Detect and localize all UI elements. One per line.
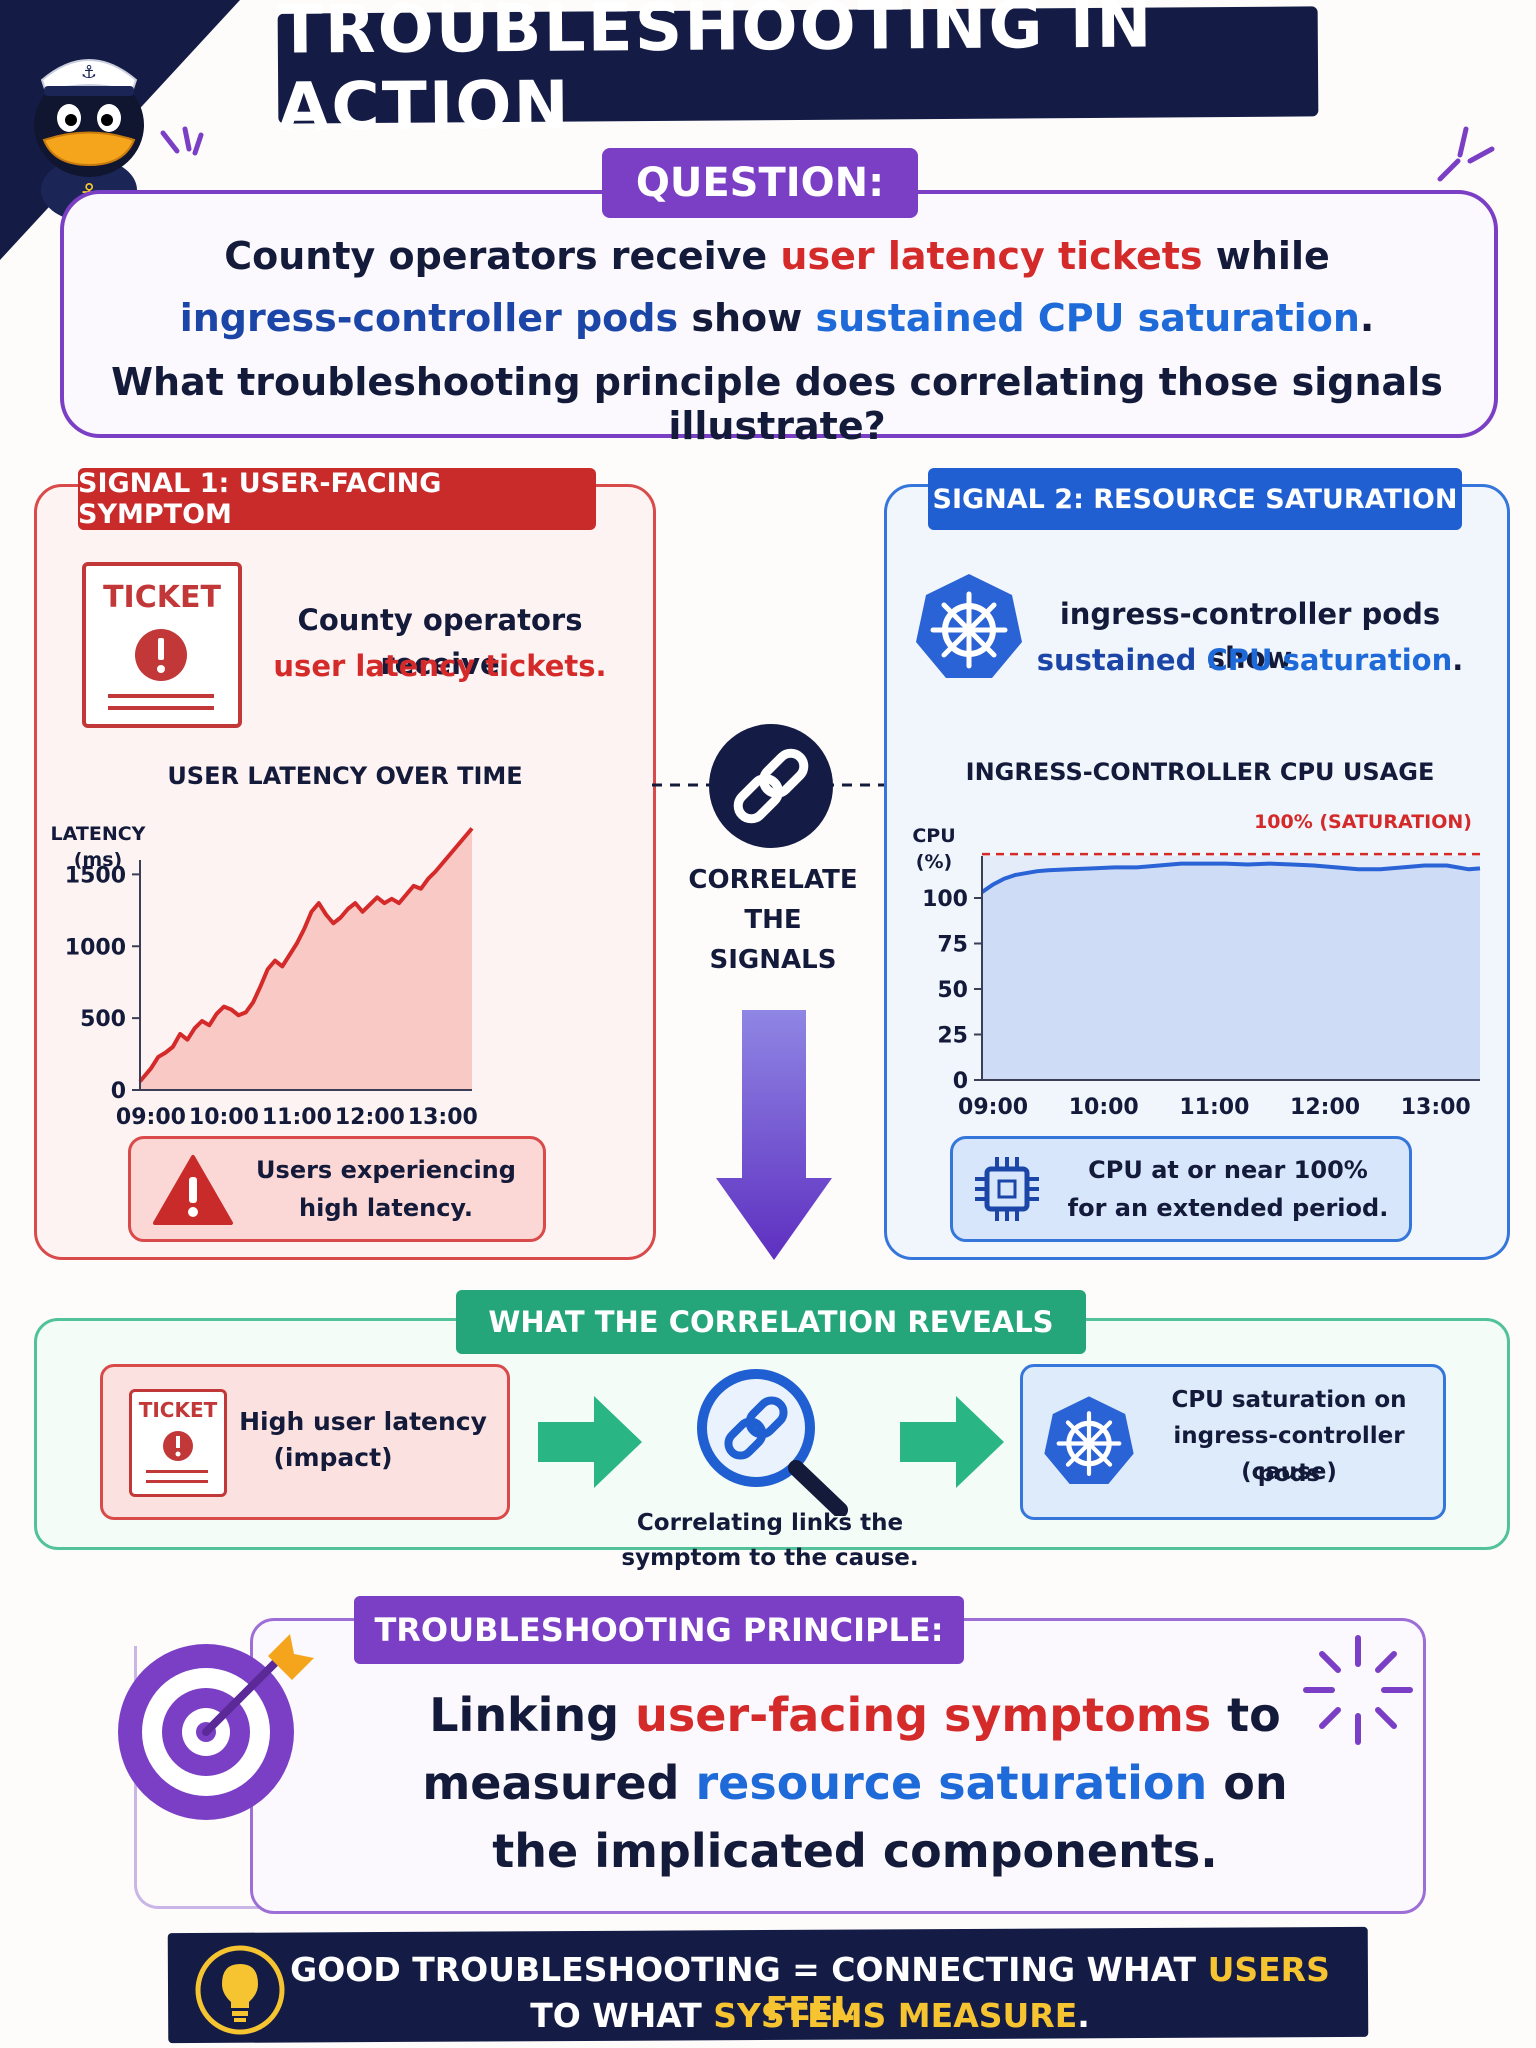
question-line-1: County operators receive user latency ti… <box>224 234 1330 278</box>
exclamation-icon <box>163 1431 193 1461</box>
cpu-chip-icon <box>975 1157 1039 1221</box>
reveals-label: WHAT THE CORRELATION REVEALS <box>456 1290 1086 1354</box>
y-tick-label: 75 <box>937 933 968 958</box>
principle-panel <box>250 1618 1426 1914</box>
cause-box: CPU saturation on ingress-controller pod… <box>1020 1364 1446 1520</box>
chain-link-icon <box>709 724 833 848</box>
x-tick-label: 09:00 <box>116 1105 186 1130</box>
signal1-label: SIGNAL 1: USER-FACING SYMPTOM <box>78 468 596 530</box>
x-tick-label: 10:00 <box>189 1105 259 1130</box>
footer-line-1: GOOD TROUBLESHOOTING = CONNECTING WHAT U… <box>290 1950 1330 2028</box>
y-tick-label: 0 <box>953 1069 968 1094</box>
symptom-line-1: Users experiencing <box>256 1156 516 1184</box>
magnifier-link-icon <box>697 1369 848 1516</box>
cpu-chart: CPU (%) 100% (SATURATION) 0 25 50 75 100 09:0… <box>912 811 1481 1120</box>
exclamation-icon <box>135 629 187 681</box>
question-box <box>60 190 1498 438</box>
x-tick-label: 12:00 <box>335 1105 405 1130</box>
principle-line-1: Linking user-facing symptoms to <box>429 1688 1281 1742</box>
latency-ylabel-1: LATENCY <box>51 823 146 845</box>
cause-line-3: (cause) <box>1241 1459 1337 1485</box>
spark-icon <box>1437 126 1495 182</box>
latency-ylabel-2: (ms) <box>74 849 122 871</box>
kubernetes-helm-icon <box>1044 1396 1134 1484</box>
x-tick-label: 10:00 <box>1069 1095 1139 1120</box>
cpu-box-line-1: CPU at or near 100% <box>1088 1156 1368 1184</box>
ticket-icon: TICKET <box>82 562 242 728</box>
correlate-label: CORRELATE THE SIGNALS <box>688 865 858 975</box>
impact-line-2: (impact) <box>273 1443 393 1472</box>
burst-icon <box>1303 1635 1413 1745</box>
y-tick-label: 25 <box>937 1024 968 1049</box>
cpu-chart-title: INGRESS-CONTROLLER CPU USAGE <box>965 758 1435 786</box>
principle-line-3: the implicated components. <box>492 1824 1218 1878</box>
target-arrow-icon <box>118 1634 314 1820</box>
latency-chart: LATENCY (ms) 0 500 1000 1500 09:00 10:00 11:00… <box>51 823 478 1130</box>
y-tick-label: 0 <box>111 1079 126 1104</box>
cause-line-2: ingress-controller pods <box>1173 1423 1405 1487</box>
warning-icon <box>153 1155 233 1225</box>
svg-text:⚓: ⚓ <box>81 62 97 83</box>
down-arrow <box>716 1010 832 1260</box>
ticket-icon: TICKET <box>129 1389 227 1497</box>
x-tick-label: 11:00 <box>262 1105 332 1130</box>
x-tick-label: 09:00 <box>958 1095 1028 1120</box>
footer-line-2: TO WHAT SYSTEMS MEASURE. <box>530 1996 1090 2035</box>
lightbulb-icon <box>195 1945 285 2035</box>
saturation-label: 100% (SATURATION) <box>1254 811 1472 833</box>
y-tick-label: 100 <box>922 887 968 912</box>
principle-line-2: measured resource saturation on <box>422 1756 1288 1810</box>
page-title: TROUBLESHOOTING IN ACTION <box>277 0 1319 146</box>
cause-line-1: CPU saturation on <box>1171 1387 1407 1413</box>
spark-icon <box>160 126 204 156</box>
right-arrow <box>538 1396 642 1488</box>
principle-label: TROUBLESHOOTING PRINCIPLE: <box>354 1596 964 1664</box>
symptom-line-2: high latency. <box>299 1194 473 1222</box>
signal1-text-b: user latency tickets. <box>273 649 607 683</box>
cpu-box-line-2: for an extended period. <box>1067 1194 1389 1222</box>
right-arrow <box>900 1396 1004 1488</box>
x-tick-label: 13:00 <box>1401 1095 1471 1120</box>
impact-line-1: High user latency <box>239 1407 487 1436</box>
series-area <box>140 828 472 1090</box>
signal2-text-b: sustained CPU saturation. <box>1036 643 1464 677</box>
dashed-connector <box>652 783 884 787</box>
y-tick-label: 50 <box>937 978 968 1003</box>
question-line-2: ingress-controller pods show sustained C… <box>179 296 1375 340</box>
signal2-label: SIGNAL 2: RESOURCE SATURATION <box>928 468 1462 530</box>
signal1-text-a: County operators receive <box>297 603 583 681</box>
latency-chart-title: USER LATENCY OVER TIME <box>167 762 523 790</box>
question-line-3: What troubleshooting principle does corr… <box>111 360 1443 448</box>
y-tick-label: 1500 <box>65 863 126 888</box>
signal2-text-a: ingress-controller pods show <box>1059 597 1441 675</box>
y-tick-label: 1000 <box>65 935 126 960</box>
x-tick-label: 13:00 <box>408 1105 478 1130</box>
series-line <box>138 827 474 1083</box>
question-label: QUESTION: <box>602 148 918 218</box>
cpu-box: CPU at or near 100% for an extended peri… <box>950 1136 1412 1242</box>
correlation-caption: Correlating links the symptom to the cau… <box>621 1510 919 1571</box>
x-tick-label: 11:00 <box>1179 1095 1249 1120</box>
y-tick-label: 500 <box>80 1007 126 1032</box>
impact-box: TICKET High user latency (impact) <box>100 1364 510 1520</box>
symptom-box: Users experiencing high latency. <box>128 1136 546 1242</box>
cpu-ylabel-2: (%) <box>916 851 952 873</box>
x-tick-label: 12:00 <box>1290 1095 1360 1120</box>
series-area <box>982 863 1480 1080</box>
kubernetes-helm-icon <box>916 574 1022 678</box>
cpu-ylabel-1: CPU <box>912 825 955 847</box>
series-line <box>980 861 1481 894</box>
